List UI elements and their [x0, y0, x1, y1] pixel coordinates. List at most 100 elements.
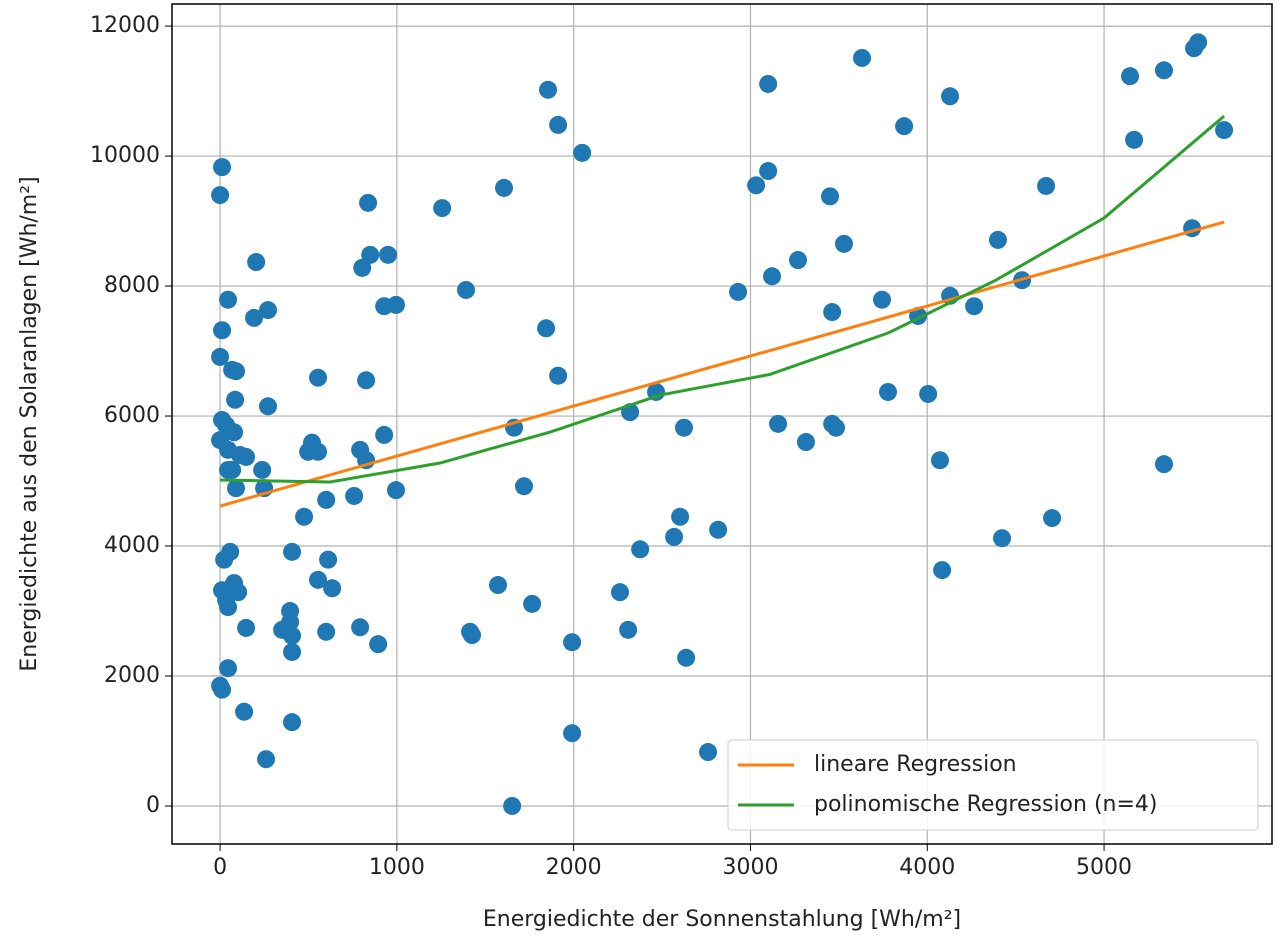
scatter-point [219, 659, 238, 678]
scatter-point [1125, 130, 1144, 149]
scatter-point [619, 620, 638, 639]
scatter-point [345, 486, 364, 505]
y-axis-label: Energiedichte aus den Solaranlagen [Wh/m… [17, 176, 42, 671]
scatter-point [872, 290, 891, 309]
scatter-point [281, 613, 300, 632]
scatter-point [323, 579, 342, 598]
scatter-point [729, 282, 748, 301]
scatter-point [226, 479, 245, 498]
scatter-point [1121, 67, 1140, 86]
scatter-point [317, 622, 336, 641]
scatter-point [823, 303, 842, 322]
scatter-point [283, 626, 302, 645]
scatter-point [359, 193, 378, 212]
x-axis-label: Energiedichte der Sonnenstahlung [Wh/m²] [483, 907, 961, 932]
y-tick-label: 6000 [104, 403, 160, 428]
y-tick-label: 10000 [90, 143, 160, 168]
scatter-point [1043, 509, 1062, 528]
scatter-point [610, 583, 629, 602]
scatter-point [295, 507, 314, 526]
x-tick-label: 1000 [369, 855, 425, 880]
scatter-point [213, 680, 232, 699]
scatter-point [235, 702, 254, 721]
scatter-point [665, 527, 684, 546]
scatter-point [317, 490, 336, 509]
scatter-point [258, 397, 277, 416]
scatter-point [895, 117, 914, 136]
scatter-point [573, 143, 592, 162]
y-tick-label: 12000 [90, 13, 160, 38]
scatter-point [369, 635, 388, 654]
scatter-point [225, 423, 244, 442]
legend-label: lineare Regression [814, 752, 1017, 777]
scatter-point [671, 507, 690, 526]
scatter-point [821, 187, 840, 206]
scatter-point [834, 234, 853, 253]
scatter-point [215, 550, 234, 569]
scatter-point [245, 308, 264, 327]
scatter-point [495, 178, 514, 197]
x-tick-label: 0 [213, 855, 227, 880]
y-tick-label: 4000 [104, 533, 160, 558]
scatter-point [357, 371, 376, 390]
x-tick-label: 3000 [722, 855, 778, 880]
scatter-point [237, 447, 256, 466]
scatter-point [988, 230, 1007, 249]
scatter-point [386, 295, 405, 314]
scatter-point [1037, 176, 1056, 195]
scatter-point [213, 321, 232, 340]
scatter-point [1215, 121, 1234, 140]
scatter-point [219, 598, 238, 617]
scatter-point [257, 750, 276, 769]
scatter-point [253, 460, 272, 479]
y-tick-label: 8000 [104, 273, 160, 298]
scatter-point [879, 382, 898, 401]
scatter-point [258, 301, 277, 320]
scatter-point [563, 633, 582, 652]
scatter-point [283, 713, 302, 732]
scatter-point [309, 442, 328, 461]
scatter-point [283, 642, 302, 661]
regression-line [220, 114, 1226, 484]
scatter-point [375, 425, 394, 444]
scatter-point [919, 384, 938, 403]
scatter-point [759, 162, 778, 181]
scatter-point [677, 648, 696, 667]
scatter-point [789, 251, 808, 270]
scatter-point [237, 618, 256, 637]
plot-frame [171, 3, 1273, 845]
y-tick-label: 2000 [104, 663, 160, 688]
scatter-point [463, 626, 482, 645]
scatter-point [1154, 61, 1173, 80]
scatter-point [229, 583, 248, 602]
scatter-point [379, 245, 398, 264]
scatter-point [219, 290, 238, 309]
scatter-point [549, 115, 568, 134]
scatter-point [537, 319, 556, 338]
scatter-point [247, 253, 266, 272]
scatter-point [1154, 455, 1173, 474]
scatter-point [1189, 33, 1208, 52]
scatter-point [309, 570, 328, 589]
scatter-point [763, 267, 782, 286]
scatter-point [514, 477, 533, 496]
scatter-point [523, 594, 542, 613]
scatter-point [503, 796, 522, 815]
scatter-point [709, 520, 728, 539]
scatter-point [674, 418, 693, 437]
scatter-point [213, 158, 232, 177]
scatter-point [827, 418, 846, 437]
scatter-point [539, 80, 558, 99]
scatter-point [549, 366, 568, 385]
scatter-point [853, 48, 872, 67]
scatter-point [631, 540, 650, 559]
scatter-point [747, 176, 766, 195]
scatter-point [309, 368, 328, 387]
scatter-point [361, 245, 380, 264]
scatter-point [489, 576, 508, 595]
scatter-point [353, 258, 372, 277]
legend-box [727, 739, 1259, 831]
scatter-point [563, 724, 582, 743]
scatter-point [769, 414, 788, 433]
